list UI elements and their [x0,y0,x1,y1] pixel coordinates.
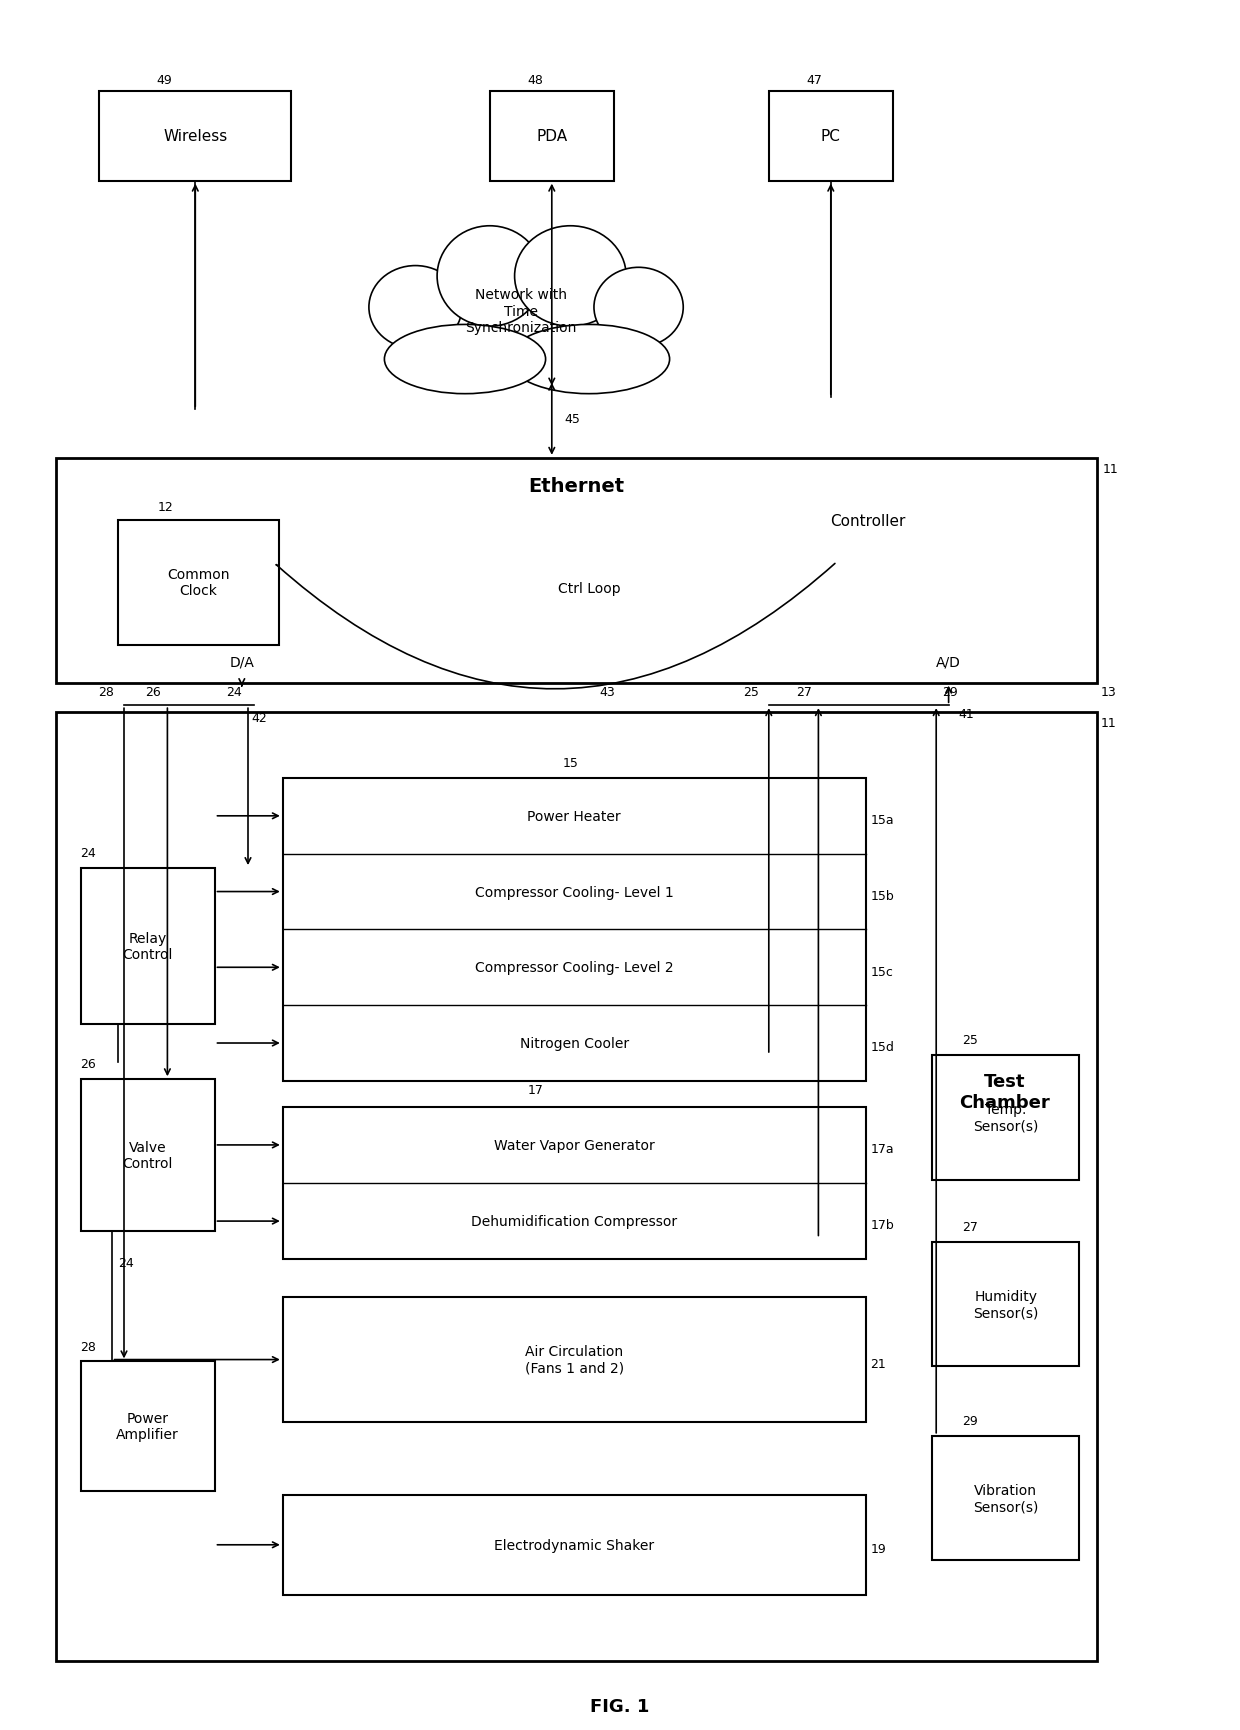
Text: Network with
Time
Synchronization: Network with Time Synchronization [465,289,577,334]
Text: 24: 24 [226,685,242,699]
FancyBboxPatch shape [81,868,215,1024]
Text: 29: 29 [962,1413,977,1427]
Text: 45: 45 [564,413,580,426]
Text: 17: 17 [527,1083,543,1097]
Text: Compressor Cooling- Level 1: Compressor Cooling- Level 1 [475,886,673,900]
Text: 15b: 15b [870,889,894,903]
Text: Power Heater: Power Heater [527,810,621,823]
Text: Valve
Control: Valve Control [123,1140,172,1171]
Text: Electrodynamic Shaker: Electrodynamic Shaker [494,1538,655,1552]
FancyBboxPatch shape [56,713,1097,1661]
Text: 15c: 15c [870,965,893,977]
FancyBboxPatch shape [932,1055,1079,1180]
FancyBboxPatch shape [490,92,614,182]
Text: 24: 24 [81,846,97,860]
Text: 19: 19 [870,1541,887,1555]
Text: 15a: 15a [870,813,894,827]
FancyBboxPatch shape [99,92,291,182]
Text: Wireless: Wireless [164,130,227,144]
FancyBboxPatch shape [118,521,279,645]
Ellipse shape [508,325,670,394]
Text: 12: 12 [159,500,174,514]
Text: 42: 42 [252,711,268,725]
Text: Humidity
Sensor(s): Humidity Sensor(s) [973,1289,1038,1320]
Text: D/A: D/A [229,656,254,670]
Text: 15d: 15d [870,1041,894,1054]
Text: Relay
Control: Relay Control [123,931,172,962]
Text: Nitrogen Cooler: Nitrogen Cooler [520,1036,629,1050]
Text: Common
Clock: Common Clock [167,567,229,599]
Text: PDA: PDA [536,130,568,144]
Text: Vibration
Sensor(s): Vibration Sensor(s) [973,1483,1038,1514]
Text: Dehumidification Compressor: Dehumidification Compressor [471,1214,677,1228]
FancyBboxPatch shape [81,1362,215,1491]
FancyBboxPatch shape [81,1080,215,1232]
Text: Test
Chamber: Test Chamber [959,1073,1050,1111]
Text: PC: PC [821,130,841,144]
Text: 11: 11 [1101,716,1117,730]
FancyBboxPatch shape [283,778,866,1081]
Text: 41: 41 [959,708,975,721]
Text: 17a: 17a [870,1142,894,1156]
Text: Power
Amplifier: Power Amplifier [117,1412,179,1441]
Text: 27: 27 [796,685,812,699]
Text: Water Vapor Generator: Water Vapor Generator [494,1138,655,1152]
Text: Air Circulation
(Fans 1 and 2): Air Circulation (Fans 1 and 2) [525,1344,624,1375]
Text: 48: 48 [527,73,543,87]
Text: Ctrl Loop: Ctrl Loop [558,581,620,595]
Text: Ethernet: Ethernet [528,477,625,495]
Text: 25: 25 [962,1033,977,1047]
Text: 47: 47 [806,73,822,87]
Ellipse shape [360,254,682,384]
FancyBboxPatch shape [283,1495,866,1595]
Text: 26: 26 [145,685,161,699]
Text: 25: 25 [743,685,759,699]
FancyBboxPatch shape [56,458,1097,683]
Text: 49: 49 [156,73,172,87]
Text: 26: 26 [81,1057,97,1071]
Text: 15: 15 [563,756,578,770]
Text: 29: 29 [942,685,959,699]
FancyArrowPatch shape [277,564,835,690]
Text: Controller: Controller [831,514,906,529]
Text: 11: 11 [1102,462,1118,476]
FancyBboxPatch shape [932,1242,1079,1367]
Ellipse shape [370,266,461,349]
Text: 13: 13 [1101,685,1117,699]
Text: A/D: A/D [936,656,961,670]
Text: 24: 24 [118,1256,134,1270]
Text: 28: 28 [98,685,114,699]
Text: 43: 43 [600,685,615,699]
FancyBboxPatch shape [283,1107,866,1259]
Text: 28: 28 [81,1339,97,1353]
Ellipse shape [515,227,626,327]
Ellipse shape [594,268,683,348]
Text: Compressor Cooling- Level 2: Compressor Cooling- Level 2 [475,960,673,974]
Text: 21: 21 [870,1356,887,1370]
FancyBboxPatch shape [283,1298,866,1422]
FancyBboxPatch shape [932,1436,1079,1560]
FancyBboxPatch shape [769,92,893,182]
Text: FIG. 1: FIG. 1 [590,1697,650,1714]
Text: 17b: 17b [870,1218,894,1232]
Ellipse shape [436,227,543,327]
Text: Temp.
Sensor(s): Temp. Sensor(s) [973,1102,1038,1133]
Ellipse shape [384,325,546,394]
Text: 27: 27 [962,1220,977,1233]
